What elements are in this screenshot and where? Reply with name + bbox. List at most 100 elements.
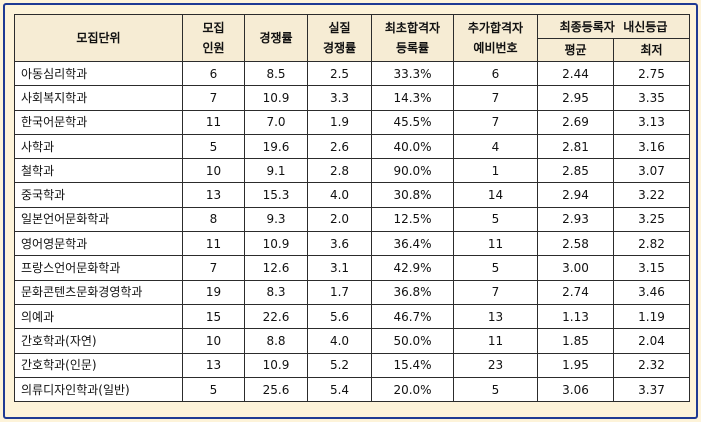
grade-lowest-cell: 3.37 — [613, 376, 690, 403]
table-row: 문화콘텐츠문화경영학과 19 8.3 1.7 36.8% 7 2.74 3.46 — [14, 279, 690, 305]
header-actual-competition: 실질 경쟁률 — [307, 14, 372, 62]
reserve-number-cell: 13 — [453, 303, 538, 330]
actual-competition-cell: 2.8 — [307, 158, 372, 184]
actual-competition-cell: 4.0 — [307, 328, 372, 354]
unit-cell: 의예과 — [14, 303, 183, 330]
unit-cell: 의류디자인학과(일반) — [14, 376, 183, 403]
first-registration-cell: 90.0% — [371, 158, 454, 184]
first-registration-cell: 42.9% — [371, 255, 454, 281]
competition-cell: 8.3 — [244, 279, 308, 305]
grade-lowest-cell: 3.15 — [613, 255, 690, 281]
table-row: 한국어문학과 11 7.0 1.9 45.5% 7 2.69 3.13 — [14, 109, 690, 135]
unit-cell: 영어영문학과 — [14, 231, 183, 257]
first-registration-cell: 45.5% — [371, 109, 454, 135]
table-row: 일본언어문화학과 8 9.3 2.0 12.5% 5 2.93 3.25 — [14, 206, 690, 233]
reserve-number-cell: 1 — [453, 158, 538, 184]
grade-average-cell: 1.95 — [537, 352, 614, 378]
actual-competition-cell: 1.7 — [307, 279, 372, 305]
grade-lowest-cell: 3.16 — [613, 133, 690, 160]
quota-cell: 8 — [182, 206, 245, 233]
header-first-line2: 등록률 — [395, 41, 430, 55]
grade-average-cell: 3.00 — [537, 255, 614, 281]
table-row: 간호학과(인문) 13 10.9 5.2 15.4% 23 1.95 2.32 — [14, 352, 690, 378]
unit-cell: 아동심리학과 — [14, 60, 183, 87]
grade-average-cell: 2.85 — [537, 158, 614, 184]
unit-cell: 간호학과(인문) — [14, 352, 183, 378]
quota-cell: 10 — [182, 328, 245, 354]
actual-competition-cell: 5.4 — [307, 376, 372, 403]
competition-cell: 25.6 — [244, 376, 308, 403]
quota-cell: 7 — [182, 255, 245, 281]
quota-cell: 10 — [182, 158, 245, 184]
unit-cell: 간호학과(자연) — [14, 328, 183, 354]
quota-cell: 19 — [182, 279, 245, 305]
grade-average-cell: 2.58 — [537, 231, 614, 257]
grade-lowest-cell: 3.22 — [613, 182, 690, 208]
first-registration-cell: 12.5% — [371, 206, 454, 233]
grade-lowest-cell: 2.75 — [613, 60, 690, 87]
table-row: 간호학과(자연) 10 8.8 4.0 50.0% 11 1.85 2.04 — [14, 328, 690, 354]
reserve-number-cell: 5 — [453, 206, 538, 233]
actual-competition-cell: 3.6 — [307, 231, 372, 257]
header-grade-lowest: 최저 — [613, 38, 690, 62]
header-first-line1: 최초합격자 — [384, 21, 441, 35]
actual-competition-cell: 3.3 — [307, 85, 372, 111]
reserve-number-cell: 4 — [453, 133, 538, 160]
unit-cell: 일본언어문화학과 — [14, 206, 183, 233]
grade-average-cell: 2.74 — [537, 279, 614, 305]
grade-average-cell: 2.95 — [537, 85, 614, 111]
quota-cell: 6 — [182, 60, 245, 87]
grade-average-cell: 2.94 — [537, 182, 614, 208]
reserve-number-cell: 23 — [453, 352, 538, 378]
actual-competition-cell: 2.6 — [307, 133, 372, 160]
table-row: 의예과 15 22.6 5.6 46.7% 13 1.13 1.19 — [14, 303, 690, 330]
reserve-number-cell: 14 — [453, 182, 538, 208]
reserve-number-cell: 5 — [453, 376, 538, 403]
header-unit: 모집단위 — [14, 14, 183, 62]
competition-cell: 10.9 — [244, 352, 308, 378]
actual-competition-cell: 5.2 — [307, 352, 372, 378]
grade-average-cell: 2.44 — [537, 60, 614, 87]
table-row: 중국학과 13 15.3 4.0 30.8% 14 2.94 3.22 — [14, 182, 690, 208]
quota-cell: 7 — [182, 85, 245, 111]
grade-average-cell: 2.81 — [537, 133, 614, 160]
competition-cell: 15.3 — [244, 182, 308, 208]
grade-average-cell: 2.69 — [537, 109, 614, 135]
reserve-number-cell: 7 — [453, 279, 538, 305]
header-actual-line2: 경쟁률 — [322, 41, 357, 55]
grade-lowest-cell: 1.19 — [613, 303, 690, 330]
header-reserve-line1: 추가합격자 — [467, 21, 524, 35]
quota-cell: 11 — [182, 231, 245, 257]
grade-lowest-cell: 2.82 — [613, 231, 690, 257]
actual-competition-cell: 4.0 — [307, 182, 372, 208]
actual-competition-cell: 1.9 — [307, 109, 372, 135]
unit-cell: 철학과 — [14, 158, 183, 184]
header-reserve-line2: 예비번호 — [473, 41, 518, 55]
grade-average-cell: 1.85 — [537, 328, 614, 354]
admissions-table: 모집단위 모집 인원 경쟁률 실질 경쟁률 최초합격자 등록률 추가합격자 예비… — [14, 14, 690, 403]
table-row: 의류디자인학과(일반) 5 25.6 5.4 20.0% 5 3.06 3.37 — [14, 376, 690, 403]
competition-cell: 9.1 — [244, 158, 308, 184]
header-quota-line1: 모집 — [202, 21, 225, 35]
unit-cell: 문화콘텐츠문화경영학과 — [14, 279, 183, 305]
grade-lowest-cell: 2.04 — [613, 328, 690, 354]
competition-cell: 22.6 — [244, 303, 308, 330]
first-registration-cell: 36.8% — [371, 279, 454, 305]
quota-cell: 11 — [182, 109, 245, 135]
table-row: 아동심리학과 6 8.5 2.5 33.3% 6 2.44 2.75 — [14, 60, 690, 87]
grade-lowest-cell: 3.25 — [613, 206, 690, 233]
table-frame: 모집단위 모집 인원 경쟁률 실질 경쟁률 최초합격자 등록률 추가합격자 예비… — [3, 3, 698, 419]
unit-cell: 중국학과 — [14, 182, 183, 208]
reserve-number-cell: 7 — [453, 85, 538, 111]
unit-cell: 사학과 — [14, 133, 183, 160]
grade-lowest-cell: 3.46 — [613, 279, 690, 305]
grade-average-cell: 2.93 — [537, 206, 614, 233]
actual-competition-cell: 3.1 — [307, 255, 372, 281]
reserve-number-cell: 5 — [453, 255, 538, 281]
header-grade-average: 평균 — [537, 38, 614, 62]
header-grade-group: 최종등록자 내신등급 — [537, 14, 690, 39]
first-registration-cell: 14.3% — [371, 85, 454, 111]
unit-cell: 한국어문학과 — [14, 109, 183, 135]
first-registration-cell: 50.0% — [371, 328, 454, 354]
first-registration-cell: 40.0% — [371, 133, 454, 160]
